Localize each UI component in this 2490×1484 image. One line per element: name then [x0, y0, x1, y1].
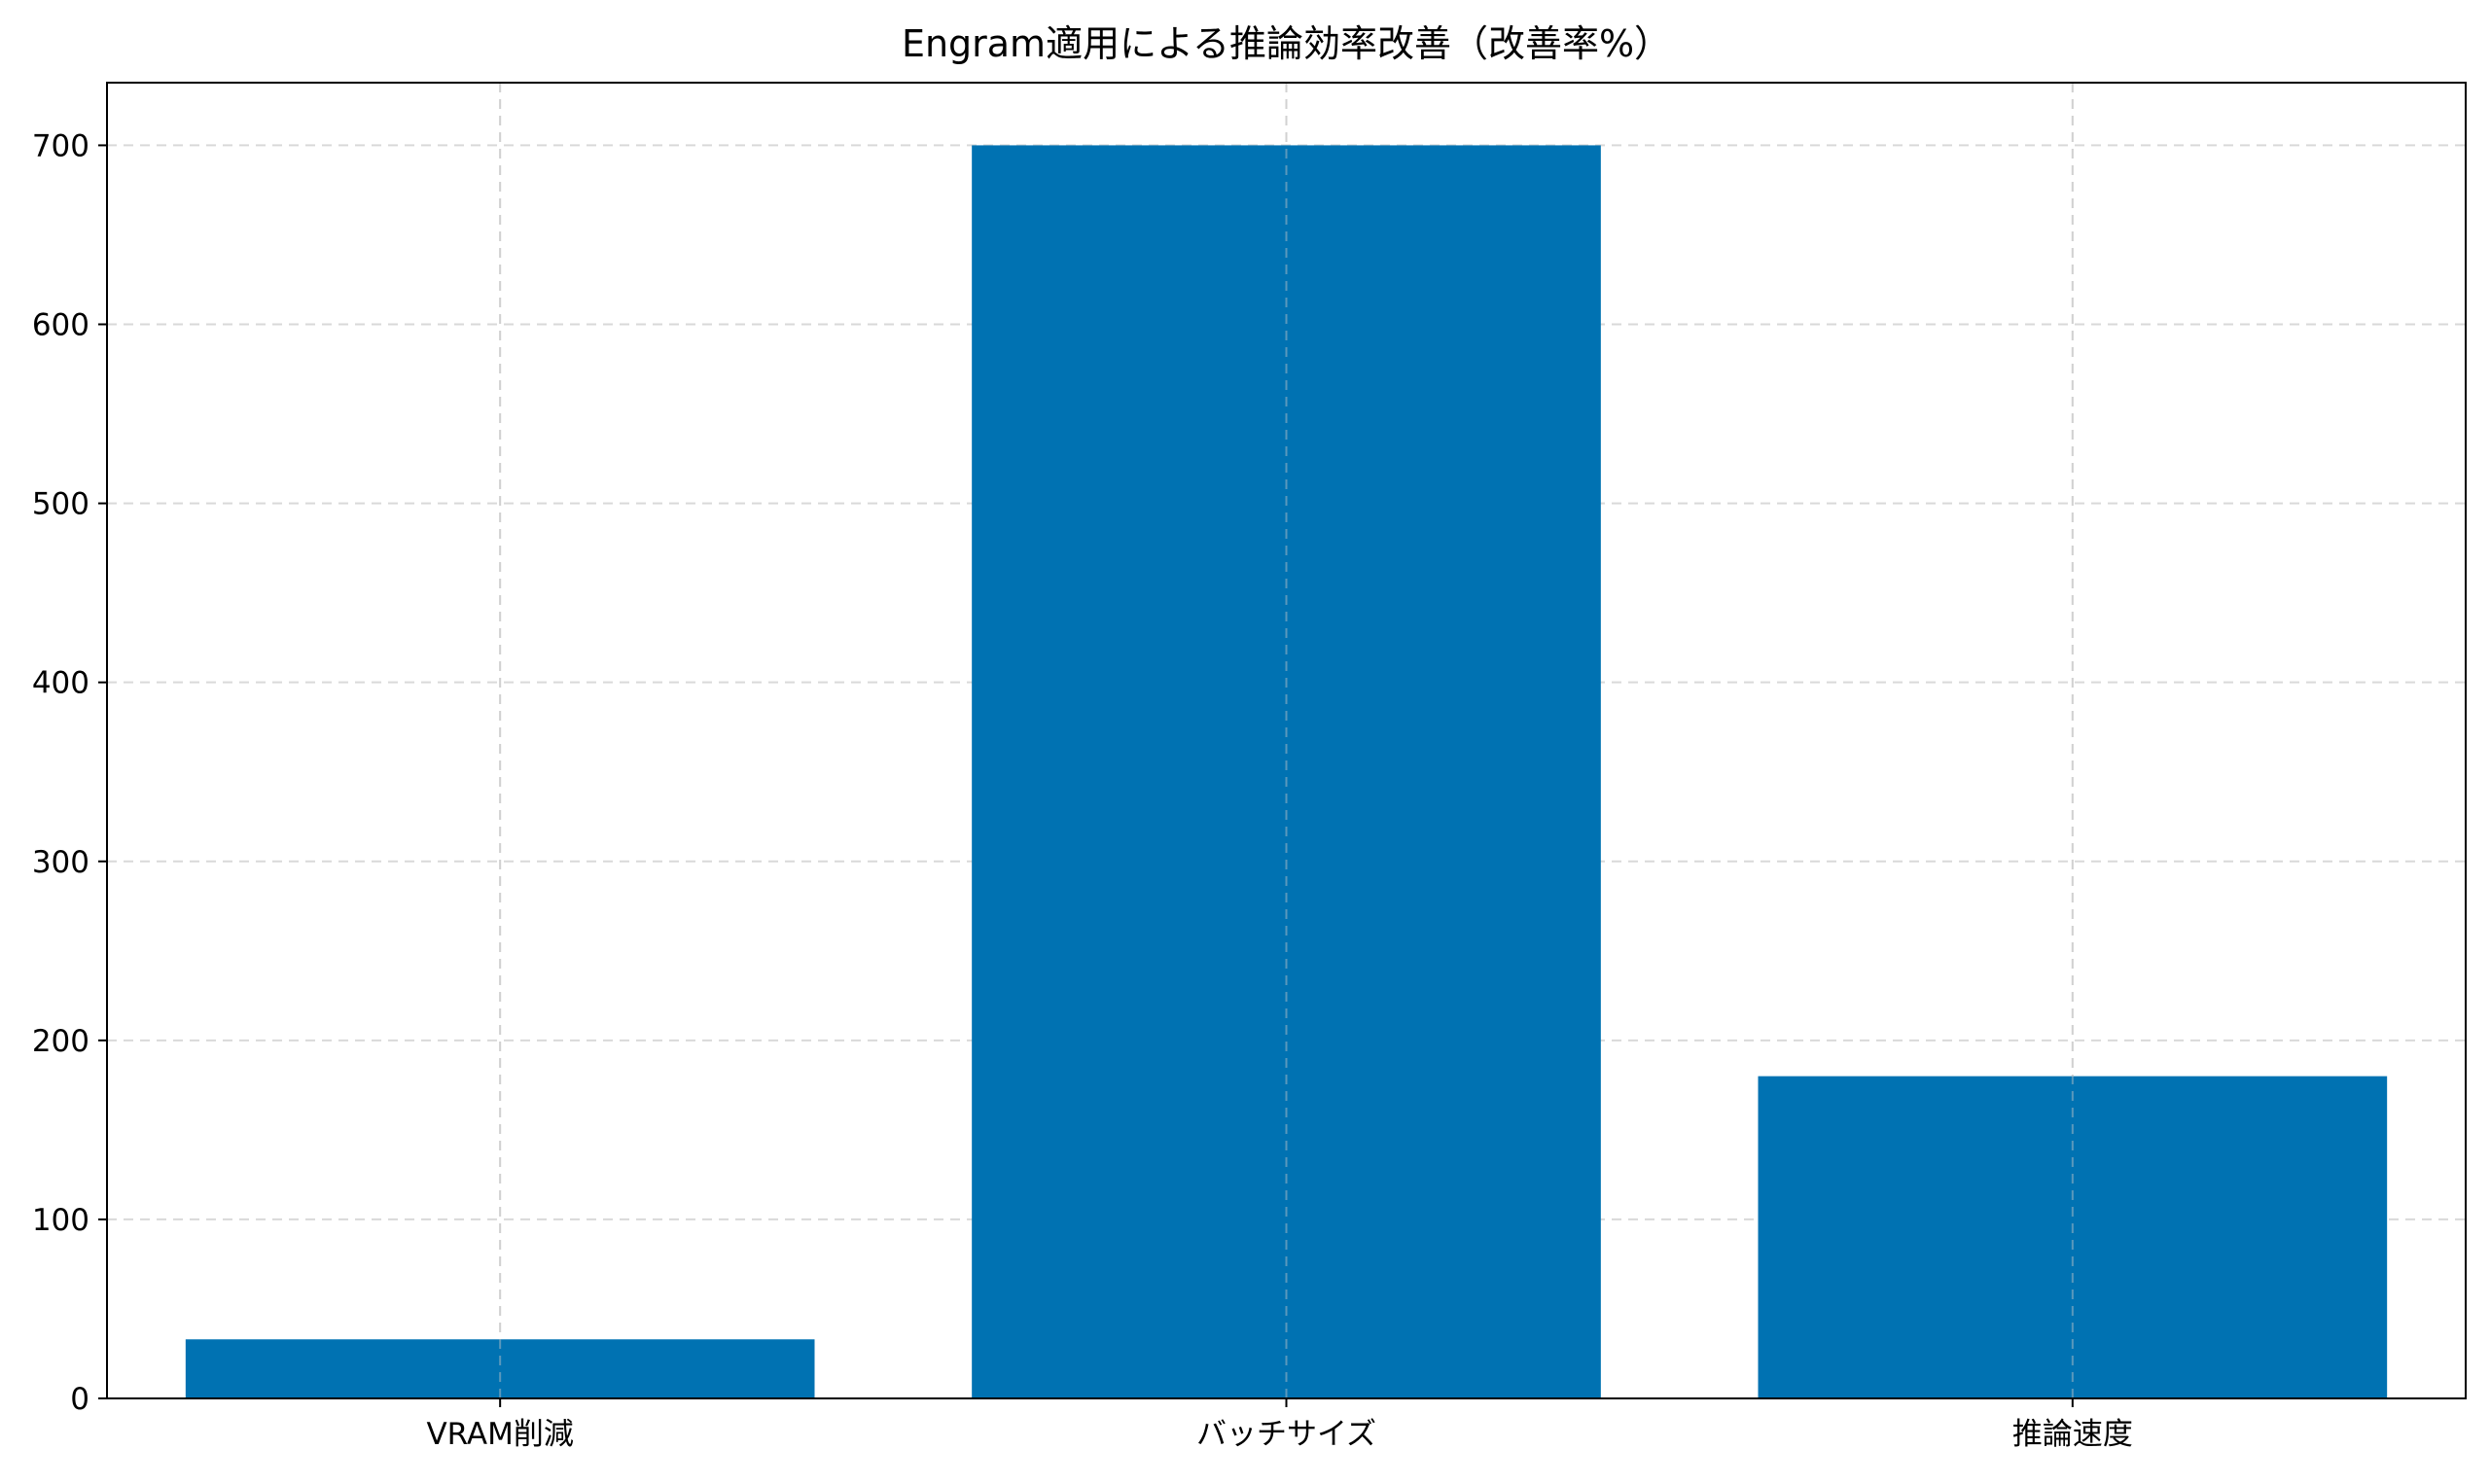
y-tick-label: 500	[32, 487, 89, 522]
chart-title: Engram適用による推論効率改善（改善率%）	[902, 22, 1671, 65]
y-tick-label: 400	[32, 666, 89, 701]
y-tick-label: 600	[32, 308, 89, 343]
bar-3	[1758, 1076, 2388, 1398]
y-tick-label: 100	[32, 1203, 89, 1238]
y-tick-label: 700	[32, 128, 89, 163]
bars	[185, 83, 2388, 1398]
x-tick-label: 推論速度	[2012, 1417, 2133, 1452]
y-tick-label: 300	[32, 845, 89, 880]
bar-1	[185, 1339, 815, 1398]
tick-labels: 0 100 200 300 400 500 600 700 VRAM削減 バッチサイズ 推論速度	[32, 128, 2133, 1452]
y-tick-label: 0	[70, 1382, 89, 1417]
axes	[98, 82, 2467, 1407]
x-tick-label: VRAM削減	[426, 1417, 573, 1452]
y-tick-label: 200	[32, 1024, 89, 1059]
bar-2	[972, 145, 1601, 1398]
x-tick-label: バッチサイズ	[1196, 1417, 1376, 1452]
